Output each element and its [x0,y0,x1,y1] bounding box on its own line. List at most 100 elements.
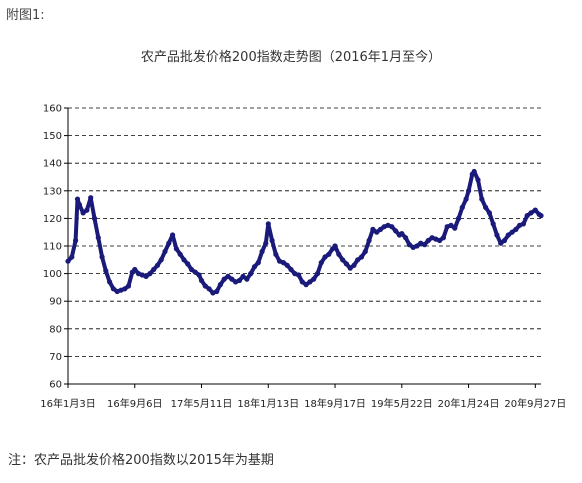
data-point [336,251,342,257]
data-point [440,235,446,241]
y-tick-label: 140 [43,159,62,170]
data-point [311,276,317,282]
data-point [393,228,399,234]
data-point [248,271,254,277]
data-point [288,266,294,273]
series-layer [65,168,544,296]
data-point [505,232,511,238]
data-point [122,286,128,292]
data-point [196,272,202,278]
data-point [406,242,412,248]
data-point [192,269,198,275]
data-point [343,261,349,267]
grid-lines [68,107,541,357]
data-point [524,213,530,219]
data-point [73,237,79,244]
data-point [251,264,258,270]
data-point [255,260,261,266]
x-tick-label: 19年5月22日 [371,397,433,410]
x-tick-label: 16年1月3日 [40,397,95,410]
data-point [229,276,235,282]
y-tick-label: 60 [49,380,62,391]
y-tick-label: 160 [43,104,62,115]
y-tick-label: 70 [49,352,62,363]
data-point [471,168,477,175]
data-point [355,257,361,263]
data-point [303,282,309,288]
data-point [532,207,538,213]
data-point [91,215,98,221]
data-point [322,254,328,260]
data-point [125,283,132,289]
data-point [509,229,515,235]
data-point [74,196,81,202]
data-point [498,240,504,246]
data-point [299,279,305,285]
data-point [528,210,534,216]
data-point [340,257,346,263]
data-point [265,221,271,227]
data-point [269,237,275,244]
x-tick-labels: 16年1月3日 16年9月6日 17年5月11日 18年1月13日 18年9月17日 19… [40,397,566,410]
data-point [326,251,332,257]
data-point [351,262,357,268]
data-point [501,237,508,244]
chart-title: 农产品批发价格200指数走势图（2016年1月至今） [140,50,442,65]
data-point [236,277,242,284]
data-point [362,248,368,255]
data-point [284,262,290,268]
x-tick-label: 18年1月13日 [237,397,299,410]
data-point [399,231,405,237]
data-point [307,279,313,285]
data-point [103,268,109,274]
data-point [225,273,231,279]
data-point [414,243,420,249]
data-point [206,286,212,292]
data-point [421,242,428,248]
data-point [513,226,519,232]
x-tick-label: 17年5月11日 [171,397,233,410]
x-tick-label: 20年1月24日 [438,397,500,410]
data-point [181,257,187,263]
data-point [84,207,90,213]
data-point [280,260,286,266]
axes [64,107,541,388]
data-point [263,240,269,246]
data-point [107,279,113,285]
footnote: 注：农产品批发价格200指数以2015年为基期 [8,453,274,468]
data-point [377,226,384,232]
x-tick-label: 18年9月17日 [304,397,366,410]
data-point [185,261,191,267]
data-point [88,195,94,201]
data-point [188,266,195,273]
data-point [366,237,372,244]
data-point [463,196,469,202]
data-point [273,251,279,257]
data-point [456,215,462,221]
data-point [76,202,82,208]
data-point [240,273,246,279]
figure-label: 附图1: [6,8,45,23]
data-point [448,222,454,228]
data-point [162,248,168,255]
data-point [520,221,527,227]
data-point [166,240,172,246]
data-point [143,273,149,279]
y-tick-label: 80 [49,324,62,335]
data-point [479,196,485,202]
data-point [494,232,500,238]
y-tick-labels: 60 70 80 90 100 110 120 130 140 150 160 [43,104,62,391]
x-tick-label: 20年9月27日 [504,397,566,410]
data-point [374,229,380,235]
data-point [80,210,86,216]
data-point [158,257,164,263]
data-point [170,232,176,238]
data-point [358,254,365,260]
data-point [151,266,157,273]
data-point [110,286,116,292]
data-point [95,235,101,241]
y-tick-label: 100 [43,269,62,280]
y-tick-label: 90 [49,297,62,308]
data-point [244,276,250,282]
data-point [132,266,138,273]
